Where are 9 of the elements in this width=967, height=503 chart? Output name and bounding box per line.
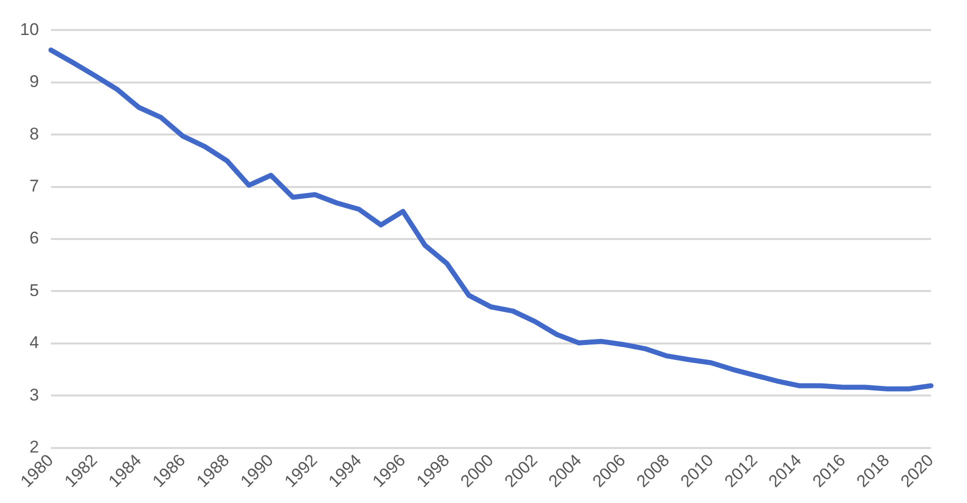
y-tick-label: 6 [29,228,39,248]
y-tick-label: 7 [29,176,39,196]
y-tick-label: 3 [29,385,39,404]
y-tick-label: 10 [20,20,39,39]
y-tick-label: 5 [29,280,39,300]
y-tick-label: 2 [29,438,39,457]
y-tick-label: 4 [29,333,39,352]
y-tick-label: 9 [29,72,39,92]
y-tick-label: 8 [29,124,39,144]
